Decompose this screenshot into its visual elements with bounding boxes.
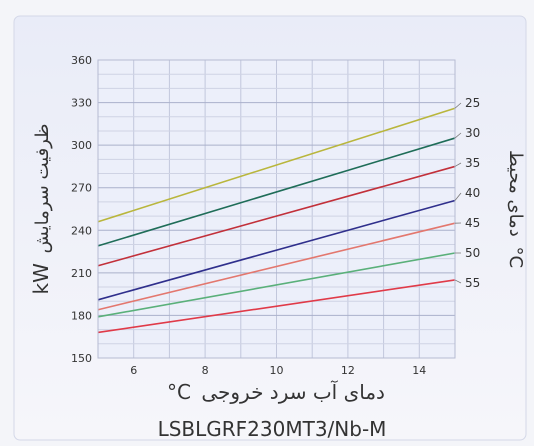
x-tick-label: 8 — [202, 364, 209, 377]
y-tick-label: 360 — [71, 54, 92, 67]
legend-title-unit: °C — [505, 246, 526, 268]
y-axis-title: kW ظرفیت سرمایش — [29, 124, 53, 295]
series-label-leader — [454, 192, 462, 201]
series-line — [97, 222, 456, 311]
y-tick-label: 210 — [71, 267, 92, 280]
series-label-leader — [454, 279, 462, 284]
series-label: 25 — [465, 96, 480, 110]
x-tick-label: 6 — [130, 364, 137, 377]
series-line — [97, 137, 456, 247]
y-axis-label: ظرفیت سرمایش — [32, 124, 53, 254]
series-label: 35 — [465, 156, 480, 170]
series-line — [97, 279, 456, 334]
series-label-leader — [454, 162, 462, 167]
x-tick-label: 12 — [341, 364, 355, 377]
series-label: 55 — [465, 276, 480, 290]
y-axis-unit: kW — [29, 263, 53, 295]
series-label: 30 — [465, 126, 480, 140]
plot-border — [97, 59, 456, 359]
y-tick-label: 150 — [71, 352, 92, 365]
series-label-leader — [454, 132, 462, 139]
series-line — [97, 165, 456, 267]
y-tick-labels: 150 180 210 240 270 300 330 360 — [71, 54, 92, 365]
x-axis-label: دمای آب سرد خروجی — [201, 379, 385, 404]
legend-title: دمای محیط °C — [505, 150, 526, 268]
x-tick-label: 14 — [412, 364, 426, 377]
series-line — [97, 107, 456, 223]
series-label: 40 — [465, 186, 480, 200]
x-tick-label: 10 — [270, 364, 284, 377]
series-label: 50 — [465, 246, 480, 260]
y-tick-label: 330 — [71, 97, 92, 110]
legend-title-label: دمای محیط — [505, 150, 526, 237]
y-tick-label: 180 — [71, 309, 92, 322]
y-tick-label: 270 — [71, 182, 92, 195]
series-labels: 25 30 35 40 45 50 55 — [454, 96, 480, 290]
y-tick-label: 240 — [71, 224, 92, 237]
series-lines — [97, 107, 456, 334]
series-line — [97, 199, 456, 301]
x-axis-unit: °C — [167, 380, 191, 404]
x-tick-labels: 6 8 10 12 14 — [130, 364, 426, 377]
x-axis-title: °C دمای آب سرد خروجی — [167, 379, 385, 404]
model-name: LSBLGRF230MT3/Nb-M — [158, 417, 387, 441]
y-tick-label: 300 — [71, 139, 92, 152]
series-label-leader — [454, 102, 462, 109]
series-line — [97, 252, 456, 318]
series-label: 45 — [465, 216, 480, 230]
